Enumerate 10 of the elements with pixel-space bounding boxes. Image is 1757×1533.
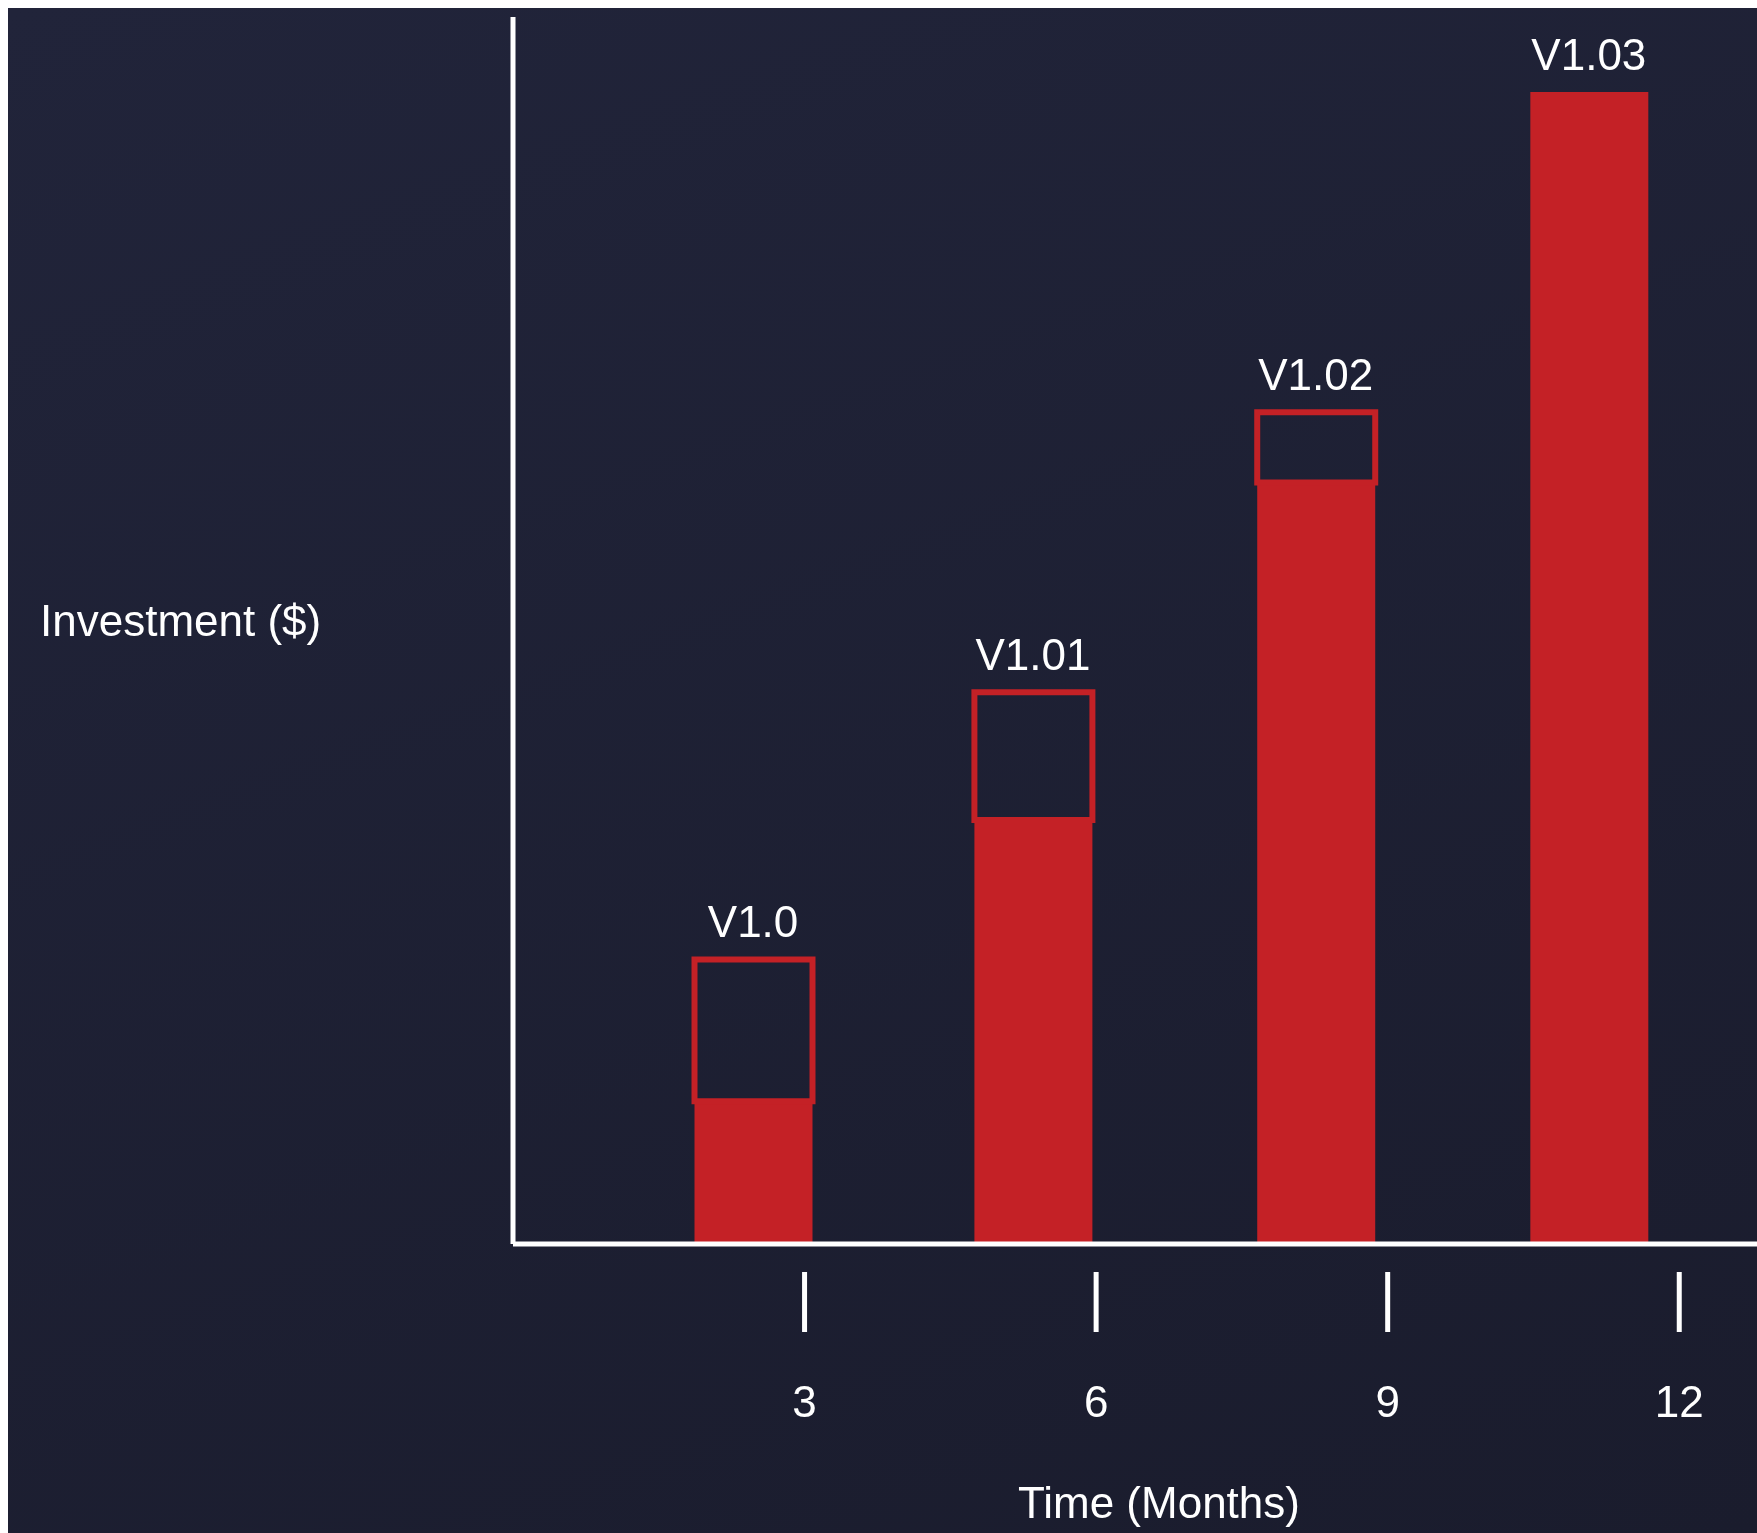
- x-axis-title: Time (Months): [1018, 1478, 1300, 1528]
- y-axis-title: Investment ($): [40, 596, 322, 646]
- annotation: V1.03: [1531, 29, 1647, 79]
- annotation: V1.02: [1258, 350, 1374, 400]
- annotation: V1.01: [975, 630, 1091, 680]
- x-tick-label: 9: [1375, 1377, 1400, 1426]
- x-tick-label: 6: [1083, 1377, 1109, 1426]
- x-tick-label: 12: [1654, 1377, 1704, 1426]
- x-tick-label: 3: [792, 1377, 817, 1426]
- annotation: V1.0: [707, 897, 799, 947]
